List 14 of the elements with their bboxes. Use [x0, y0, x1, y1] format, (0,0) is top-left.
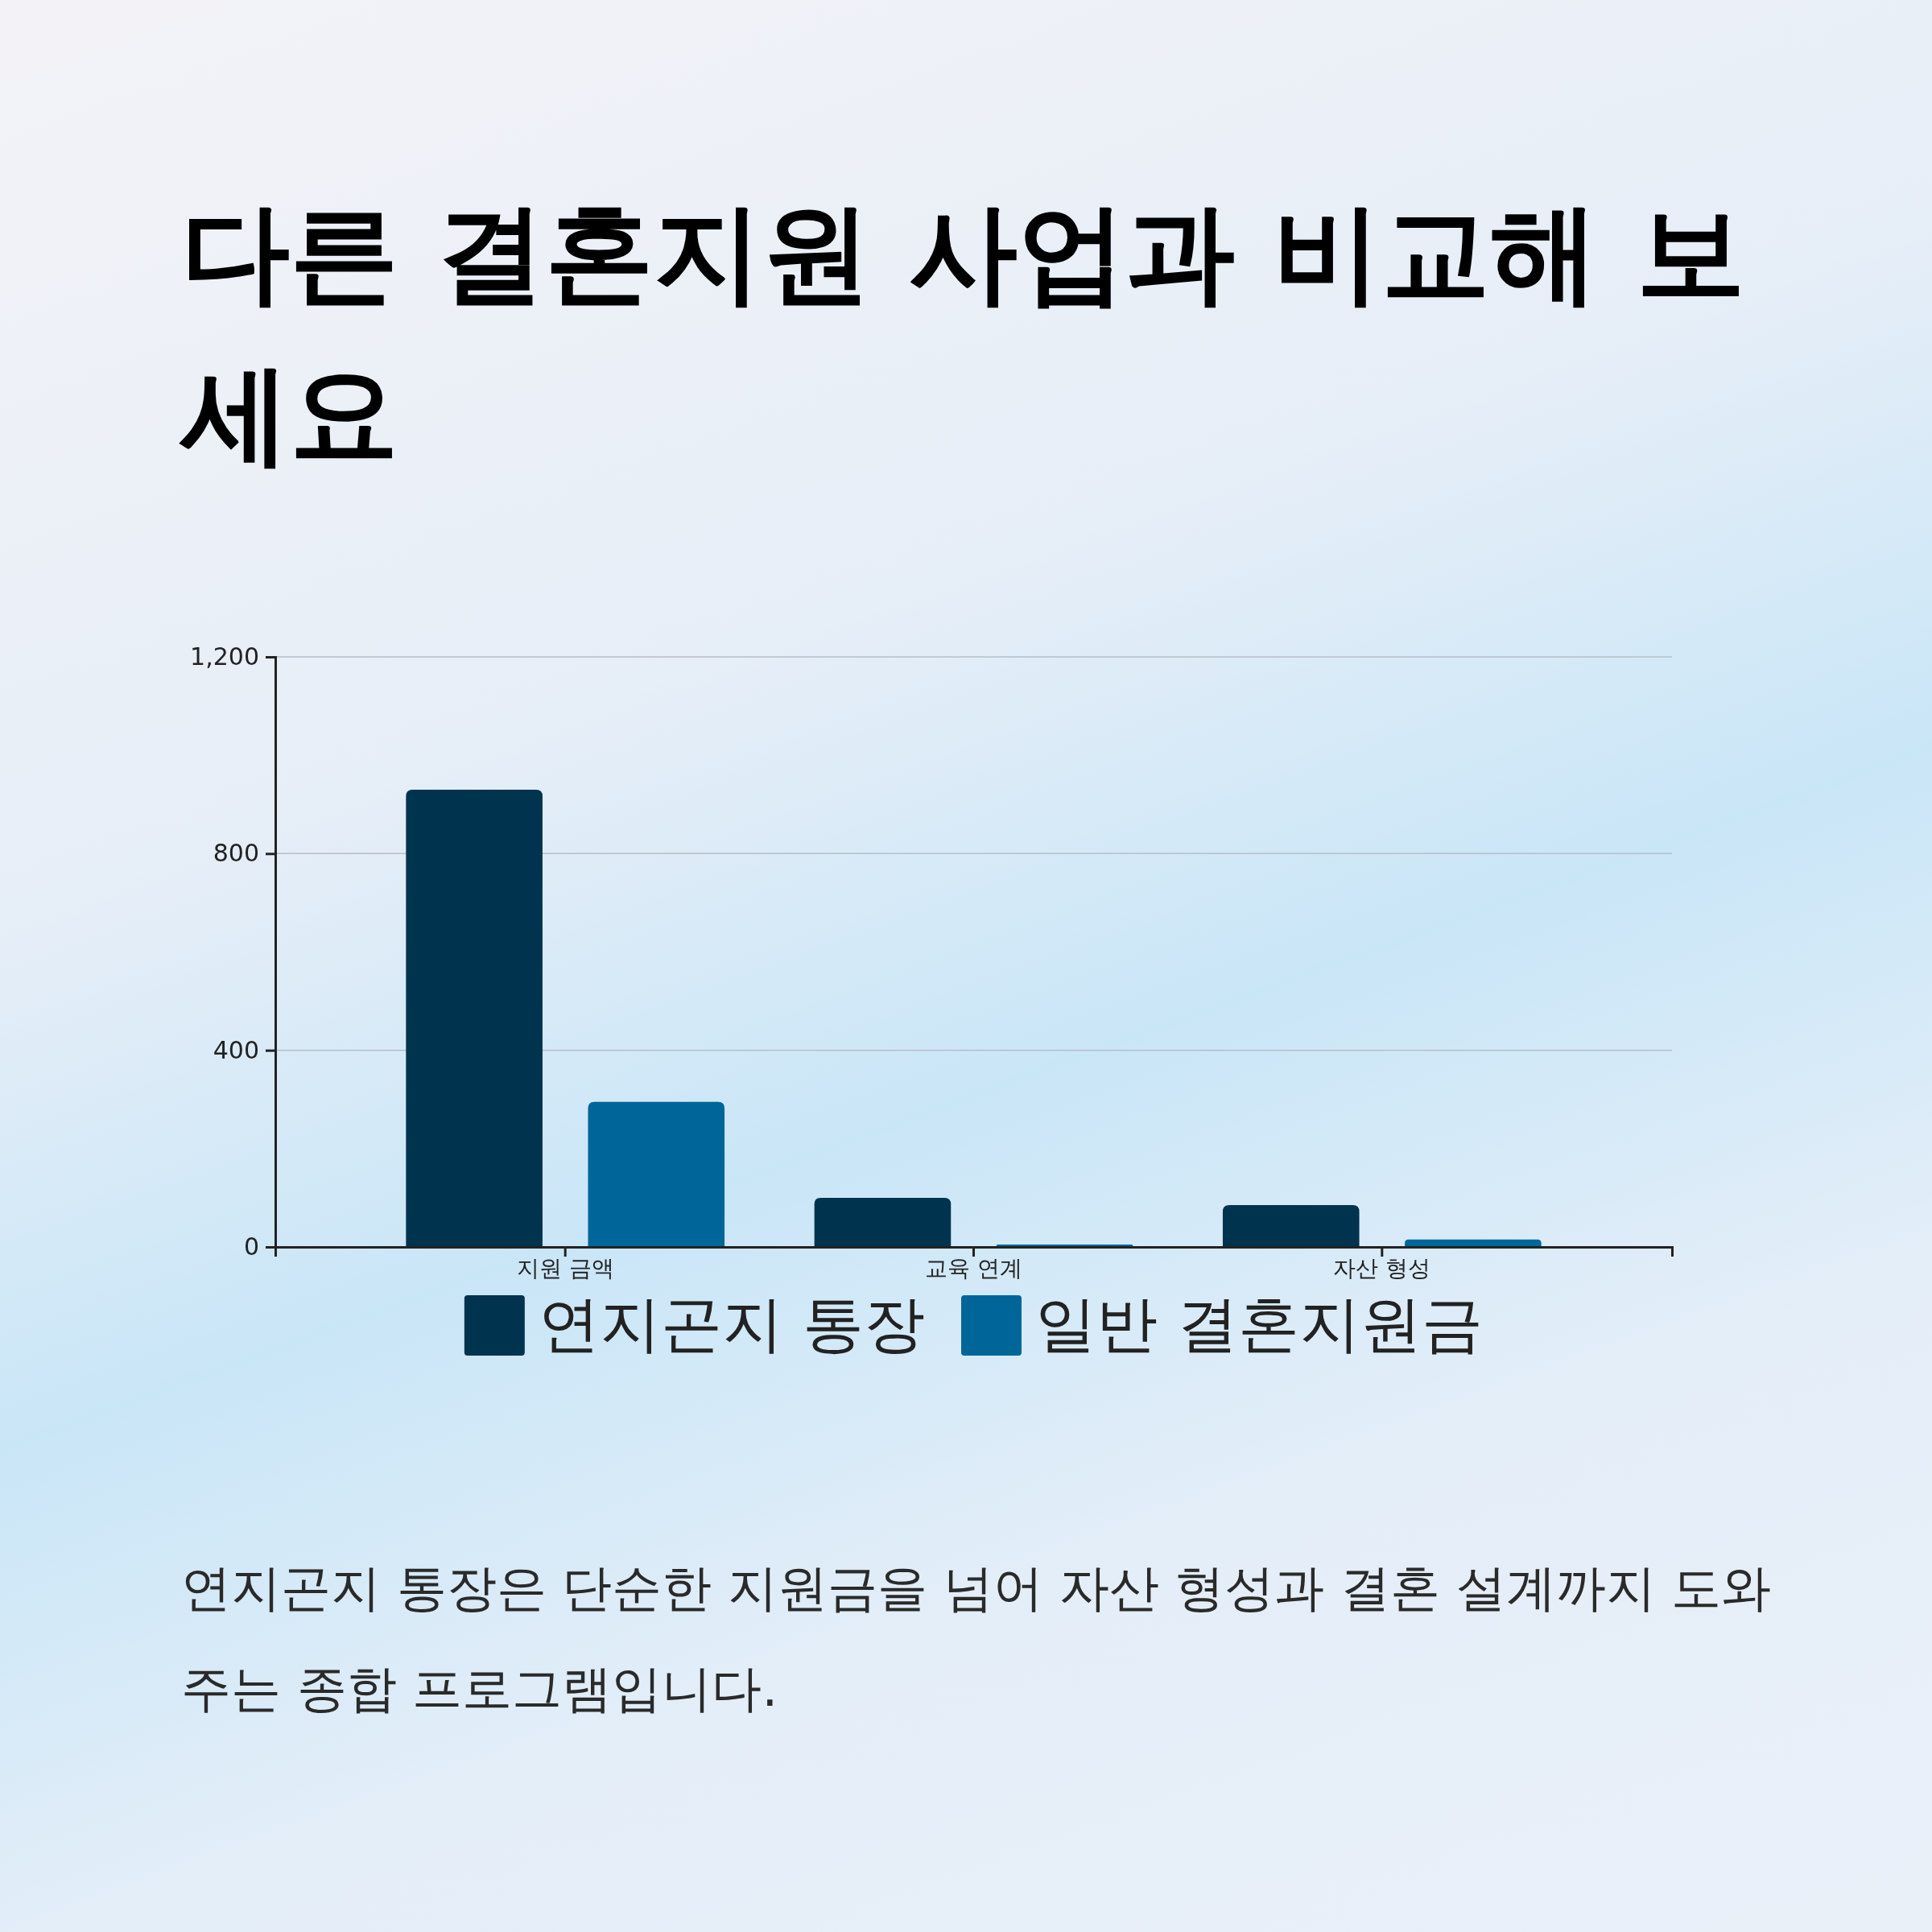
bar — [588, 1101, 725, 1247]
y-tick-label: 1,200 — [190, 642, 259, 671]
bar — [814, 1197, 952, 1247]
x-tick-label: 자산 형성 — [1333, 1254, 1431, 1282]
bar — [1222, 1205, 1360, 1247]
y-tick-label: 0 — [243, 1232, 259, 1261]
x-tick-label: 교육 연계 — [925, 1254, 1022, 1282]
legend-label: 연지곤지 통장 — [538, 1288, 925, 1360]
x-tick-label: 지원 금액 — [516, 1254, 614, 1282]
y-tick-label: 400 — [213, 1035, 259, 1064]
bar — [406, 789, 543, 1247]
legend-label: 일반 결혼지원금 — [1035, 1288, 1484, 1360]
text: 연지곤지 통장은 단순한 지원금을 넘어 자산 형성과 결혼 설계까지 도와주는 종합 프로그램입니다. — [181, 1558, 1773, 1719]
y-tick-label: 800 — [213, 839, 259, 868]
